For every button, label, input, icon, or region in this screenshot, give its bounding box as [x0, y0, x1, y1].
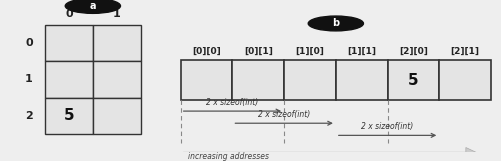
Text: increasing addresses: increasing addresses — [188, 152, 269, 161]
Text: 2 x sizeof(int): 2 x sizeof(int) — [206, 98, 258, 107]
Bar — [93, 25, 140, 61]
Text: 2 x sizeof(int): 2 x sizeof(int) — [258, 110, 310, 119]
Bar — [284, 60, 335, 100]
Bar — [232, 60, 284, 100]
Bar — [93, 61, 140, 98]
Text: 1: 1 — [113, 9, 120, 19]
Text: 5: 5 — [407, 73, 418, 88]
Bar — [45, 25, 93, 61]
Bar — [387, 60, 438, 100]
Text: [1][1]: [1][1] — [347, 47, 375, 56]
Text: 2: 2 — [25, 111, 33, 121]
Text: b: b — [332, 19, 339, 28]
Bar — [45, 61, 93, 98]
Text: [2][1]: [2][1] — [450, 47, 478, 56]
Text: [1][0]: [1][0] — [295, 47, 324, 56]
Text: 5: 5 — [64, 108, 74, 123]
Text: 1: 1 — [25, 74, 33, 84]
Text: [0][1]: [0][1] — [243, 47, 272, 56]
Bar — [438, 60, 490, 100]
Bar — [335, 60, 387, 100]
Bar — [180, 60, 232, 100]
Text: 0: 0 — [65, 9, 73, 19]
Polygon shape — [183, 147, 485, 161]
Text: [0][0]: [0][0] — [192, 47, 220, 56]
Circle shape — [65, 0, 120, 13]
Bar — [93, 98, 140, 134]
Text: [2][0]: [2][0] — [398, 47, 427, 56]
Bar — [45, 98, 93, 134]
Circle shape — [308, 16, 363, 31]
Text: 2 x sizeof(int): 2 x sizeof(int) — [361, 122, 413, 131]
Text: a: a — [90, 1, 96, 11]
Text: 0: 0 — [25, 38, 33, 48]
